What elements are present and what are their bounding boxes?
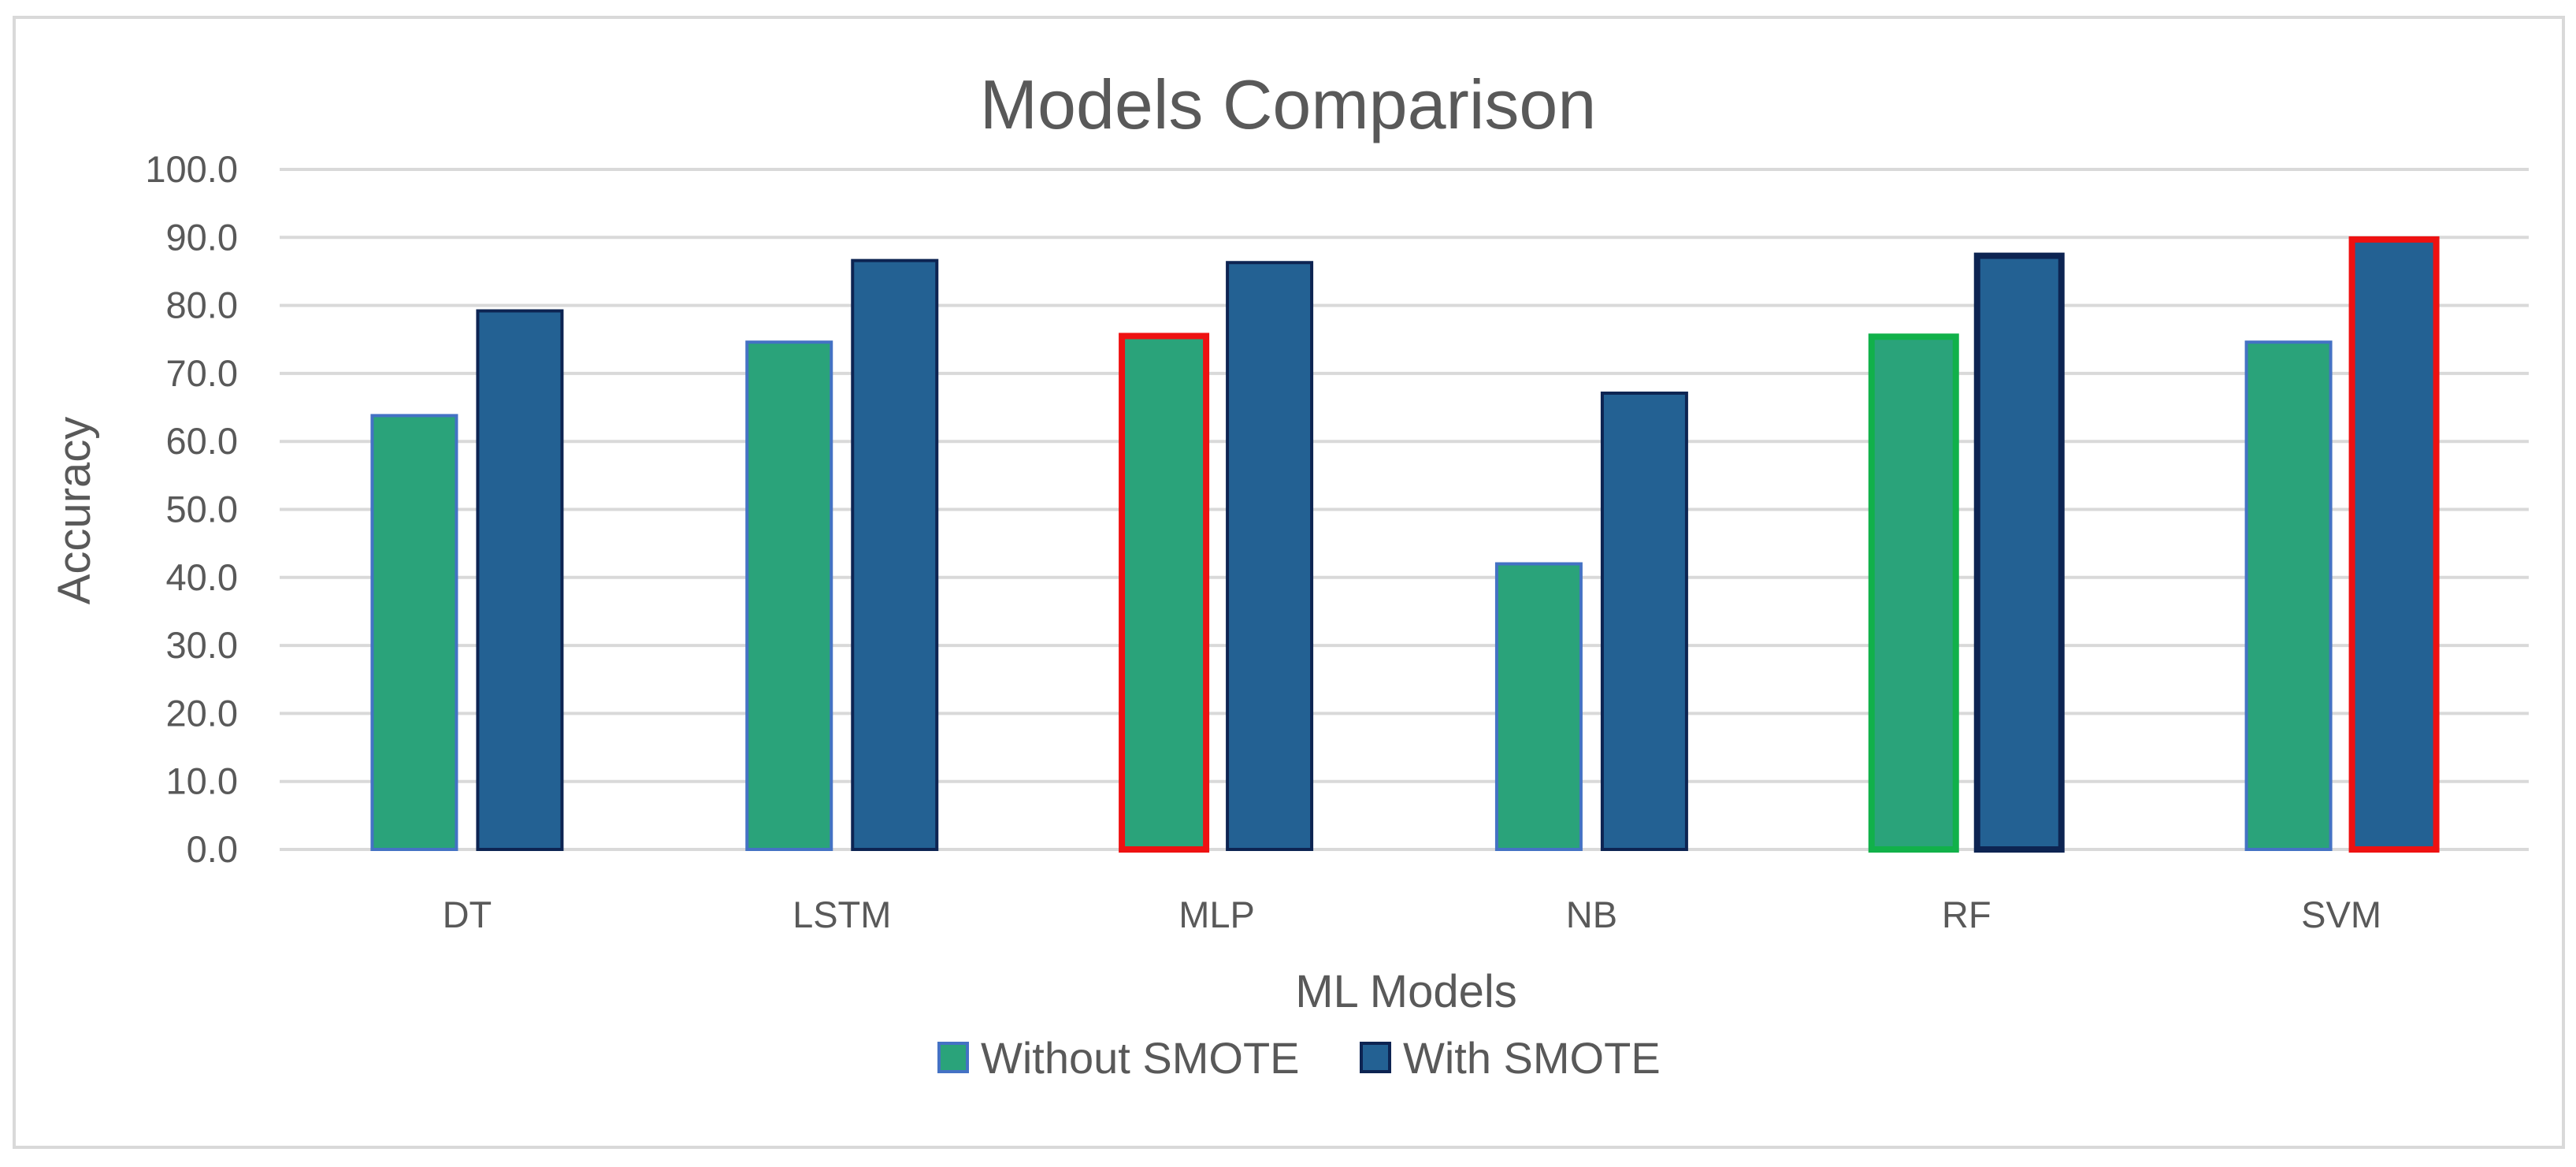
bar-with-smote-nb bbox=[1600, 391, 1688, 851]
x-tick-label: LSTM bbox=[792, 894, 891, 935]
legend-label: Without SMOTE bbox=[981, 1033, 1300, 1083]
legend: Without SMOTE With SMOTE bbox=[937, 1033, 1661, 1083]
y-tick-label: 80.0 bbox=[166, 284, 238, 326]
bar-without-smote-lstm bbox=[745, 340, 833, 851]
x-tick-label: NB bbox=[1566, 894, 1617, 935]
x-tick-label: RF bbox=[1942, 894, 1991, 935]
bar-without-smote-mlp bbox=[1119, 333, 1210, 853]
y-tick-label: 50.0 bbox=[166, 489, 238, 530]
y-tick-label: 20.0 bbox=[166, 692, 238, 734]
chart-title: Models Comparison bbox=[980, 65, 1597, 143]
y-tick-label: 30.0 bbox=[166, 624, 238, 666]
y-tick-label: 90.0 bbox=[166, 216, 238, 258]
bar-without-smote-dt bbox=[370, 414, 458, 851]
bar-with-smote-lstm bbox=[851, 258, 939, 851]
bar-with-smote-svm bbox=[2348, 236, 2440, 853]
y-tick-label: 100.0 bbox=[145, 148, 238, 190]
y-tick-label: 60.0 bbox=[166, 420, 238, 462]
x-axis-ticks: DT LSTM MLP NB RF SVM bbox=[443, 894, 2381, 935]
y-tick-label: 70.0 bbox=[166, 352, 238, 394]
x-tick-label: MLP bbox=[1179, 894, 1255, 935]
bars bbox=[370, 236, 2440, 853]
bar-with-smote-mlp bbox=[1226, 261, 1314, 851]
legend-swatch-without-smote bbox=[937, 1042, 969, 1073]
x-tick-label: SVM bbox=[2301, 894, 2381, 935]
bar-without-smote-svm bbox=[2244, 340, 2333, 851]
y-tick-label: 10.0 bbox=[166, 760, 238, 802]
x-axis-label: ML Models bbox=[1295, 966, 1517, 1017]
y-tick-label: 0.0 bbox=[187, 828, 238, 870]
x-tick-label: DT bbox=[443, 894, 492, 935]
y-axis-label: Accuracy bbox=[49, 417, 100, 605]
bar-with-smote-rf bbox=[1973, 252, 2065, 853]
bar-without-smote-rf bbox=[1868, 333, 1959, 853]
bar-without-smote-nb bbox=[1494, 562, 1583, 851]
y-axis-ticks: 0.0 10.0 20.0 30.0 40.0 50.0 60.0 70.0 80.0 90.0 1… bbox=[145, 148, 238, 870]
legend-swatch-with-smote bbox=[1360, 1042, 1391, 1073]
gridlines bbox=[280, 168, 2529, 851]
legend-label: With SMOTE bbox=[1403, 1033, 1661, 1083]
y-tick-label: 40.0 bbox=[166, 556, 238, 598]
bar-with-smote-dt bbox=[476, 309, 564, 851]
